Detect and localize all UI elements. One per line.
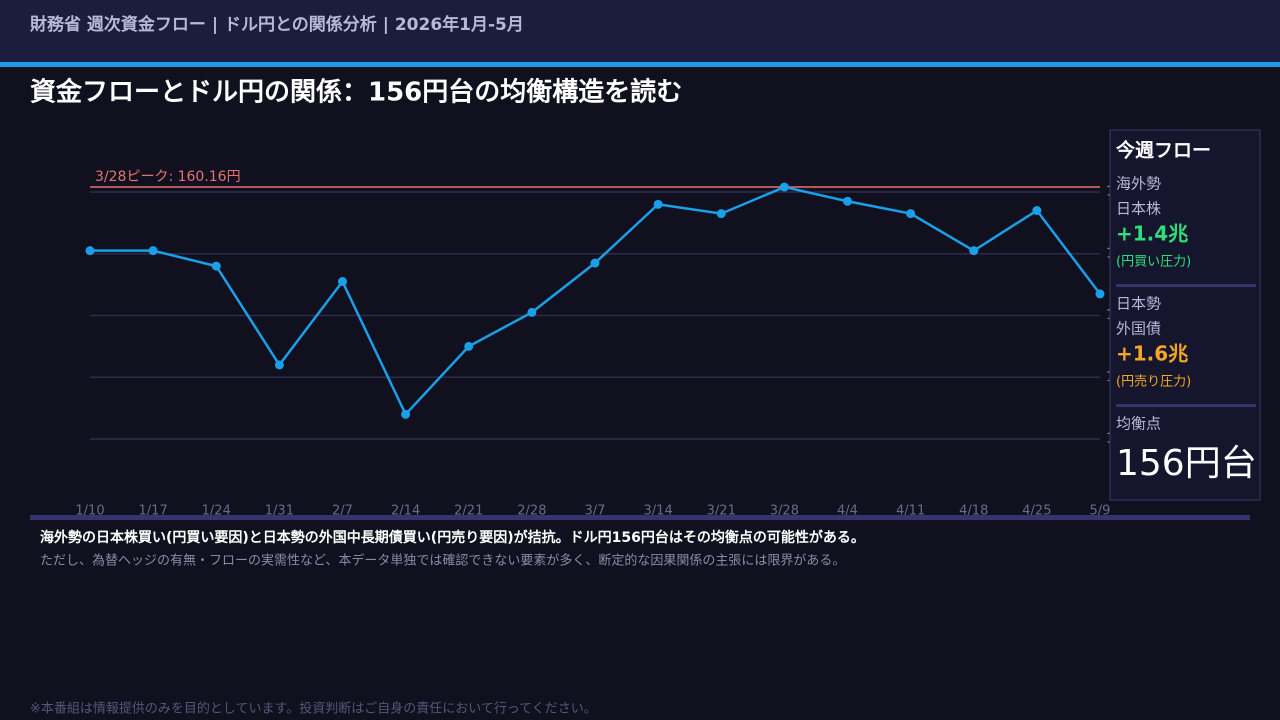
flow-value: +1.6兆 xyxy=(1116,342,1188,366)
point xyxy=(1032,206,1042,216)
x-tick-label: 3/7 xyxy=(585,504,606,519)
header-bar xyxy=(0,0,1280,62)
chart: 1521541561581603/28ピーク: 160.16円1/101/171… xyxy=(75,169,1130,518)
x-tick-label: 2/7 xyxy=(332,504,353,519)
x-tick-label: 2/14 xyxy=(391,504,420,519)
x-tick-label: 1/17 xyxy=(139,504,168,519)
flow-label: 日本勢 xyxy=(1116,295,1161,313)
panel-divider xyxy=(1116,284,1256,287)
flow-label: 日本株 xyxy=(1116,200,1161,218)
x-tick-label: 3/21 xyxy=(707,504,736,519)
x-tick-label: 1/10 xyxy=(75,504,104,519)
flow-note: (円買い圧力) xyxy=(1116,255,1191,270)
point xyxy=(85,246,95,256)
point xyxy=(1095,289,1105,299)
point xyxy=(716,209,726,219)
footer: ※本番組は情報提供のみを目的としています。投資判断はご自身の責任において行ってく… xyxy=(30,701,597,717)
x-tick-label: 3/14 xyxy=(644,504,673,519)
x-tick-label: 3/28 xyxy=(770,504,799,519)
point xyxy=(527,307,537,317)
flow-note: (円売り圧力) xyxy=(1116,374,1191,390)
equilibrium-value: 156円台 xyxy=(1116,443,1257,484)
x-tick-label: 4/4 xyxy=(837,504,858,519)
separator xyxy=(30,515,1250,520)
x-tick-label: 4/18 xyxy=(959,504,988,519)
x-tick-label: 2/21 xyxy=(454,504,483,519)
note-main: 海外勢の日本株買い(円買い要因)と日本勢の外国中長期債買い(円売り要因)が拮抗。… xyxy=(40,529,865,546)
flow-value: +1.4兆 xyxy=(1116,222,1188,246)
point xyxy=(401,409,411,419)
header-title: 財務省 週次資金フロー | ドル円との関係分析 | 2026年1月-5月 xyxy=(29,14,524,35)
slide-title: 資金フローとドル円の関係：156円台の均衡構造を読む xyxy=(30,77,682,108)
point xyxy=(590,258,600,268)
header-accent xyxy=(0,62,1280,67)
x-tick-label: 4/11 xyxy=(896,504,925,519)
series-line xyxy=(90,185,1101,417)
equilibrium-label: 均衡点 xyxy=(1116,415,1161,433)
point xyxy=(843,196,852,206)
point xyxy=(148,246,158,256)
panel-divider xyxy=(1116,404,1256,407)
flow-label: 外国債 xyxy=(1116,320,1161,338)
point xyxy=(464,341,474,351)
point xyxy=(653,199,663,209)
panel-title: 今週フロー xyxy=(1115,139,1211,162)
x-tick-label: 1/24 xyxy=(202,504,231,519)
note-caveat: ただし、為替ヘッジの有無・フローの実需性など、本データ単独では確認できない要素が… xyxy=(40,553,845,569)
reference-label: 3/28ピーク: 160.16円 xyxy=(95,169,241,185)
x-tick-label: 4/25 xyxy=(1022,504,1051,519)
x-tick-label: 2/28 xyxy=(517,504,546,519)
panel-box xyxy=(1109,129,1261,501)
point xyxy=(274,360,284,370)
point xyxy=(969,246,979,256)
point xyxy=(906,209,916,219)
point xyxy=(211,261,221,271)
point xyxy=(338,277,347,287)
x-tick-label: 5/9 xyxy=(1090,504,1111,519)
x-tick-label: 1/31 xyxy=(265,504,294,519)
flow-label: 海外勢 xyxy=(1116,175,1161,193)
point xyxy=(779,182,789,192)
